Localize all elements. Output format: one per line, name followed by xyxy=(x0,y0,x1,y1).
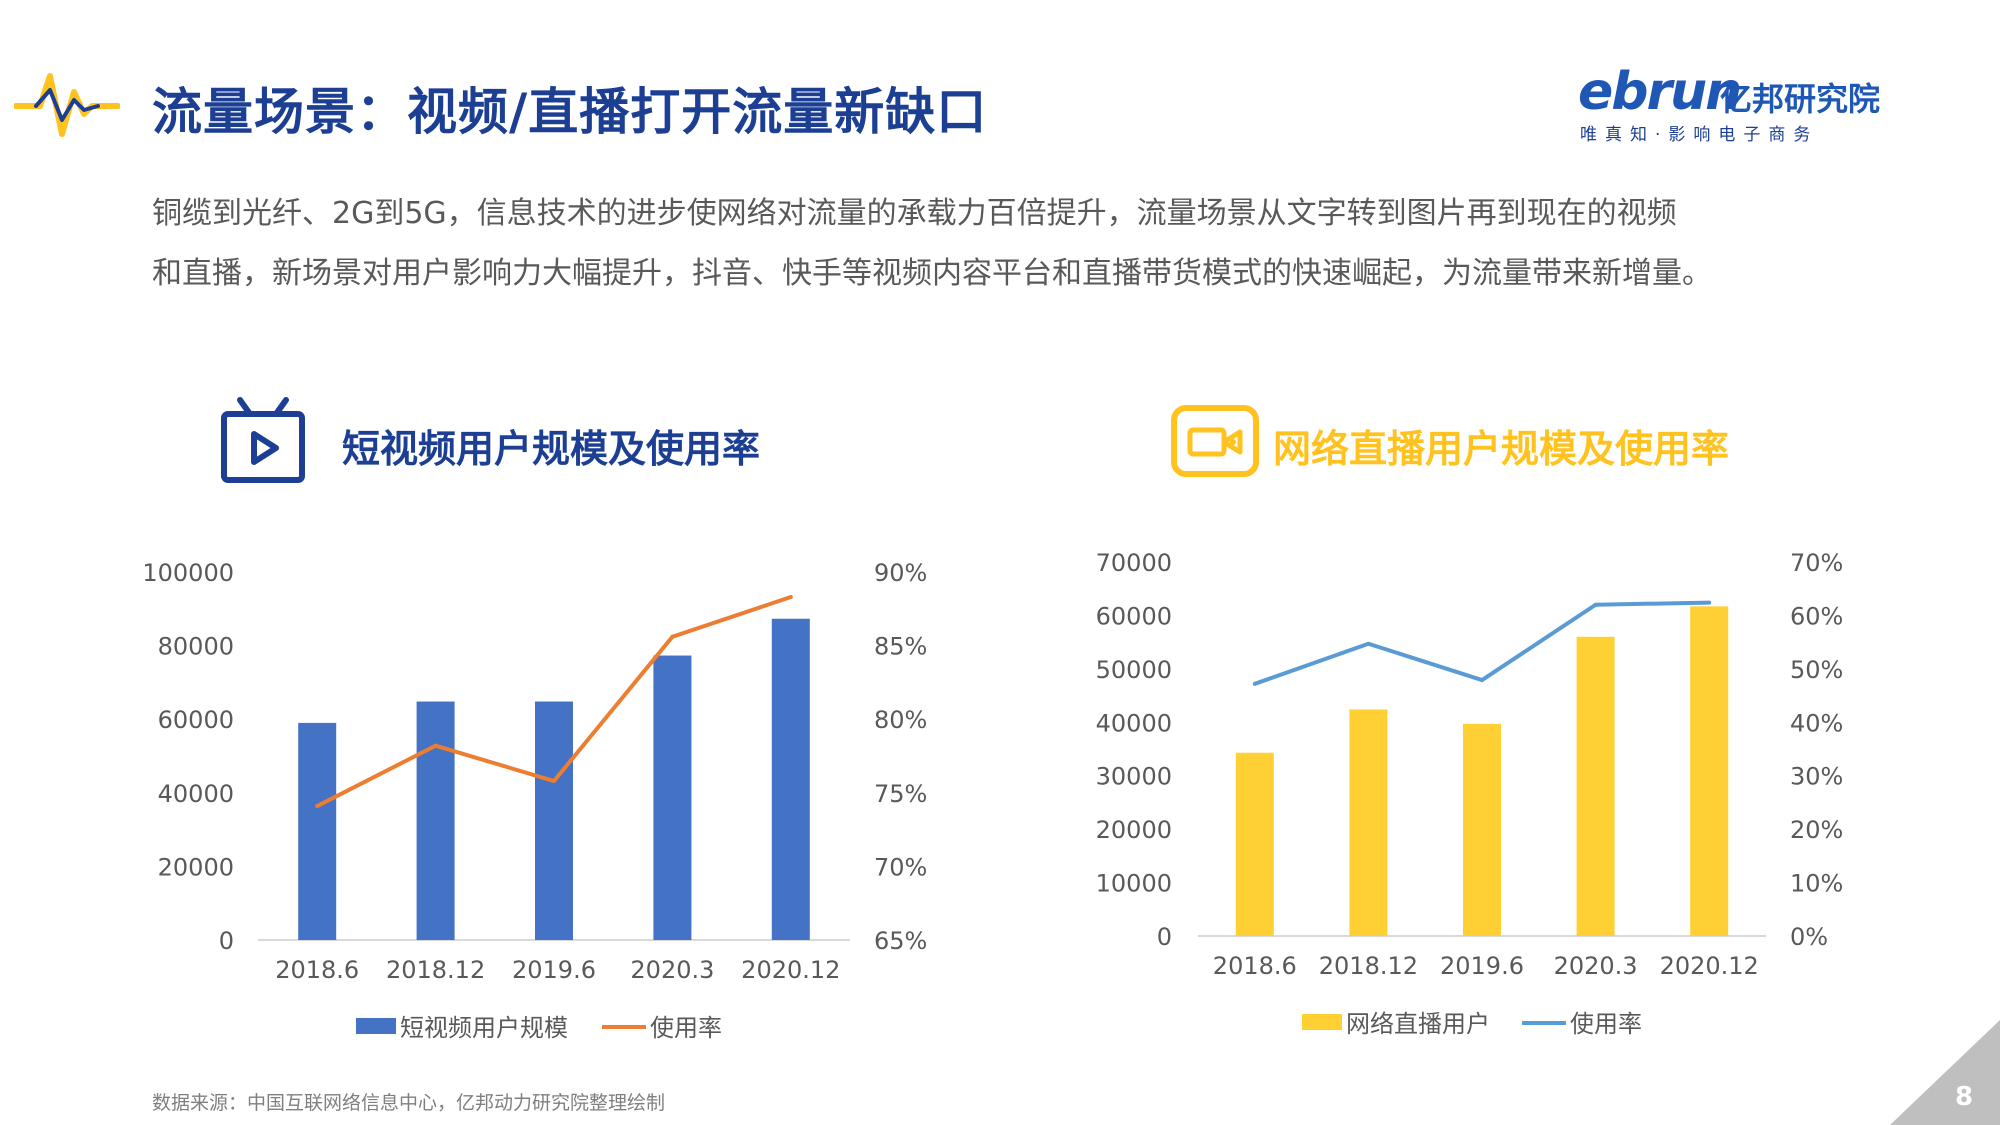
intro-line-2: 和直播，新场景对用户影响力大幅提升，抖音、快手等视频内容平台和直播带货模式的快速… xyxy=(152,256,1712,291)
chart2-title: 网络直播用户规模及使用率 xyxy=(1273,427,1730,471)
chart2-y-tick-label: 10000 xyxy=(1096,870,1172,898)
page-corner xyxy=(1890,1020,2000,1125)
chart1-line-point xyxy=(315,804,320,809)
chart1-y-tick-label: 40000 xyxy=(158,780,234,808)
chart2-bar xyxy=(1235,752,1274,936)
chart2-line-series xyxy=(1254,600,1710,686)
chart1-y2-tick-label: 65% xyxy=(874,927,927,955)
data-source: 数据来源：中国互联网络信息中心，亿邦动力研究院整理绘制 xyxy=(152,1092,666,1114)
chart2-legend-bar-label: 网络直播用户 xyxy=(1346,1010,1490,1038)
chart1-line-point xyxy=(552,779,556,784)
chart2-y-tick-label: 0 xyxy=(1157,923,1172,951)
chart2-y2-tick-label: 40% xyxy=(1790,709,1843,737)
chart2-x-tick-label: 2018.12 xyxy=(1319,952,1418,980)
chart1-x-tick-label: 2020.12 xyxy=(741,956,840,984)
chart2-y2-tick-label: 50% xyxy=(1790,656,1843,684)
chart1-legend-line-label: 使用率 xyxy=(650,1014,722,1042)
chart2-y2-tick-label: 0% xyxy=(1790,923,1828,951)
chart2-y-tick-label: 30000 xyxy=(1096,763,1172,791)
chart2-bar xyxy=(1576,636,1615,936)
pulse-icon xyxy=(14,73,120,137)
chart1-y2-tick-label: 90% xyxy=(874,559,927,587)
chart1-y-tick-label: 0 xyxy=(219,927,234,955)
chart2-line-point xyxy=(1252,681,1257,686)
chart2-y2-tick-label: 60% xyxy=(1790,602,1843,630)
chart1-bar xyxy=(416,701,455,940)
chart1-y-tick-label: 20000 xyxy=(158,853,234,881)
chart2-x-tick-label: 2019.6 xyxy=(1440,952,1524,980)
chart2-x-tick-label: 2020.12 xyxy=(1660,952,1759,980)
chart1-line-point xyxy=(670,634,675,639)
chart1-y-tick-label: 60000 xyxy=(158,706,234,734)
chart1-y2-tick-label: 70% xyxy=(874,853,927,881)
chart2-y2-tick-label: 30% xyxy=(1790,763,1843,791)
chart2-y-tick-label: 50000 xyxy=(1096,656,1172,684)
chart2-y2-tick-label: 70% xyxy=(1790,549,1843,577)
chart1-x-tick-label: 2019.6 xyxy=(512,956,596,984)
chart1-plot: 0 20000 40000 60000 80000 100000 65% 70% 75% 80% 8… xyxy=(142,559,927,1042)
chart1-line-point xyxy=(433,743,438,748)
chart2-line-point xyxy=(1707,600,1712,605)
chart2-bar xyxy=(1349,709,1388,936)
chart2-bar xyxy=(1463,723,1501,936)
chart1-bar xyxy=(535,701,573,940)
chart1-y2-tick-label: 85% xyxy=(874,633,927,661)
chart1-y2-tick-label: 80% xyxy=(874,706,927,734)
chart1-legend-bar-swatch xyxy=(356,1018,396,1034)
chart2-x-tick-label: 2018.6 xyxy=(1213,952,1297,980)
chart2-line-point xyxy=(1593,602,1598,607)
chart2-line-point xyxy=(1366,641,1371,646)
chart2-y-tick-label: 20000 xyxy=(1096,816,1172,844)
chart1-y-tick-label: 100000 xyxy=(142,559,234,587)
chart2-y2-tick-label: 20% xyxy=(1790,816,1843,844)
chart2-line-point xyxy=(1480,678,1484,683)
chart1-title: 短视频用户规模及使用率 xyxy=(342,427,761,471)
chart1-bar xyxy=(298,722,337,940)
chart1-bar xyxy=(653,655,692,940)
chart1-y-tick-label: 80000 xyxy=(158,633,234,661)
logo-brand: ebrun xyxy=(1578,62,1742,122)
chart2-legend-line-label: 使用率 xyxy=(1570,1010,1642,1038)
chart1-bar xyxy=(771,618,810,940)
chart2-y-tick-label: 40000 xyxy=(1096,709,1172,737)
tv-play-icon xyxy=(221,397,305,483)
chart2-x-tick-label: 2020.3 xyxy=(1554,952,1638,980)
page-number: 8 xyxy=(1955,1082,1974,1112)
chart1-line-point xyxy=(788,595,793,600)
page-title: 流量场景：视频/直播打开流量新缺口 xyxy=(152,83,988,141)
chart2-y-tick-label: 70000 xyxy=(1096,549,1172,577)
intro-line-1: 铜缆到光纤、2G到5G，信息技术的进步使网络对流量的承载力百倍提升，流量场景从文… xyxy=(152,196,1677,231)
chart2-bar xyxy=(1690,606,1729,936)
chart1-x-tick-label: 2020.3 xyxy=(630,956,714,984)
chart2-y2-tick-label: 10% xyxy=(1790,870,1843,898)
chart1-x-tick-label: 2018.6 xyxy=(275,956,359,984)
chart2-y-tick-label: 60000 xyxy=(1096,602,1172,630)
chart1-x-tick-label: 2018.12 xyxy=(386,956,485,984)
logo-name: 亿邦研究院 xyxy=(1720,80,1881,118)
chart2-legend-bar-swatch xyxy=(1302,1014,1342,1030)
video-camera-icon xyxy=(1171,405,1259,477)
chart1-legend-bar-label: 短视频用户规模 xyxy=(400,1014,568,1042)
logo-tagline: 唯真知·影响电子商务 xyxy=(1580,125,1819,145)
chart1-y2-tick-label: 75% xyxy=(874,780,927,808)
